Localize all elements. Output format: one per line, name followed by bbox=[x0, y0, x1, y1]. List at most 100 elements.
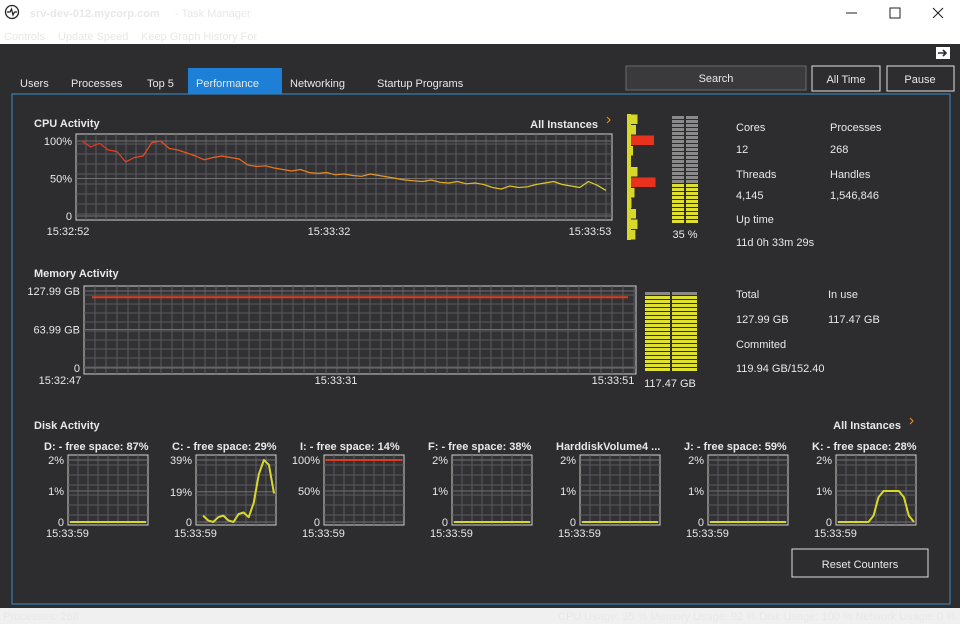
meter-segment bbox=[645, 296, 670, 299]
stat-label: Handles bbox=[830, 169, 871, 181]
reset-counters-button[interactable] bbox=[791, 548, 929, 578]
meter-segment bbox=[672, 352, 697, 355]
meter-segment bbox=[645, 352, 670, 355]
title-bar bbox=[0, 0, 960, 44]
meter-segment bbox=[686, 140, 698, 143]
status-bar bbox=[0, 608, 960, 624]
core-bar bbox=[627, 125, 636, 135]
y-tick-label: 0 bbox=[74, 363, 80, 375]
x-tick-label: 15:33:59 bbox=[430, 528, 473, 540]
meter-segment bbox=[672, 324, 697, 327]
meter-segment bbox=[672, 128, 684, 131]
tab[interactable]: Performance bbox=[196, 78, 259, 90]
all-time-button[interactable] bbox=[811, 65, 881, 92]
y-tick-label: 100% bbox=[292, 455, 320, 467]
meter-segment bbox=[672, 148, 684, 151]
y-tick-label: 0 bbox=[698, 517, 704, 529]
status-left: Processes: 268 bbox=[3, 611, 79, 623]
app-icon-pulse bbox=[7, 7, 17, 17]
core-bar bbox=[627, 135, 654, 145]
meter-segment bbox=[672, 176, 684, 179]
meter-label: 117.47 GB bbox=[644, 378, 696, 390]
button-label: Reset Counters bbox=[822, 559, 899, 571]
maximize-button[interactable] bbox=[889, 7, 901, 19]
meter-segment bbox=[672, 360, 697, 363]
usage-meter bbox=[672, 116, 698, 223]
meter-segment bbox=[672, 156, 684, 159]
stat-label: Up time bbox=[736, 214, 774, 226]
meter-segment bbox=[645, 356, 670, 359]
meter-segment bbox=[672, 348, 697, 351]
y-tick-label: 2% bbox=[816, 455, 832, 467]
meter-segment bbox=[672, 188, 684, 191]
meter-segment bbox=[672, 332, 697, 335]
section-title: CPU Activity bbox=[34, 118, 100, 130]
x-tick-label: 15:33:59 bbox=[814, 528, 857, 540]
x-tick-label: 15:33:51 bbox=[592, 375, 635, 387]
y-tick-label: 0 bbox=[826, 517, 832, 529]
menu-item[interactable]: Update Speed bbox=[58, 31, 128, 43]
tab[interactable]: Processes bbox=[71, 78, 123, 90]
pause-button[interactable] bbox=[886, 65, 955, 92]
meter-segment bbox=[686, 216, 698, 219]
meter-segment bbox=[686, 120, 698, 123]
meter-segment bbox=[686, 200, 698, 203]
x-tick-label: 15:32:47 bbox=[39, 375, 82, 387]
meter-segment bbox=[672, 320, 697, 323]
meter-segment bbox=[672, 196, 684, 199]
stat-value: 117.47 GB bbox=[828, 314, 880, 326]
meter-segment bbox=[686, 128, 698, 131]
meter-segment bbox=[672, 304, 697, 307]
menu-item[interactable]: Controls bbox=[4, 31, 45, 43]
meter-segment bbox=[686, 160, 698, 163]
meter-segment bbox=[686, 136, 698, 139]
y-tick-label: 50% bbox=[298, 486, 320, 498]
meter-segment bbox=[645, 360, 670, 363]
meter-segment bbox=[672, 200, 684, 203]
meter-segment bbox=[672, 216, 684, 219]
menu-item[interactable]: Keep Graph History For bbox=[141, 31, 257, 43]
window-title: - Task Manager bbox=[175, 8, 251, 20]
tab[interactable]: Top 5 bbox=[147, 78, 174, 90]
usage-meter bbox=[645, 292, 697, 371]
x-tick-label: 15:33:31 bbox=[315, 375, 358, 387]
y-tick-label: 0 bbox=[570, 517, 576, 529]
search-box[interactable] bbox=[625, 65, 807, 91]
close-button[interactable] bbox=[932, 7, 944, 19]
instances-label: All Instances bbox=[530, 119, 598, 131]
meter-segment bbox=[686, 172, 698, 175]
section-title: Disk Activity bbox=[34, 420, 101, 432]
stat-label: Cores bbox=[736, 122, 766, 134]
meter-segment bbox=[645, 304, 670, 307]
exit-icon[interactable] bbox=[936, 47, 950, 59]
meter-segment bbox=[672, 300, 697, 303]
disk-title: F: - free space: 38% bbox=[428, 441, 532, 453]
meter-segment bbox=[686, 176, 698, 179]
meter-segment bbox=[645, 328, 670, 331]
meter-segment bbox=[686, 196, 698, 199]
disk-title: K: - free space: 28% bbox=[812, 441, 917, 453]
meter-segment bbox=[686, 188, 698, 191]
close-x bbox=[932, 7, 944, 19]
stat-label: In use bbox=[828, 289, 858, 301]
stat-label: Total bbox=[736, 289, 759, 301]
tab[interactable]: Networking bbox=[290, 78, 345, 90]
instances-icon bbox=[606, 116, 611, 124]
meter-segment bbox=[686, 156, 698, 159]
meter-segment bbox=[672, 140, 684, 143]
tab[interactable]: Users bbox=[20, 78, 49, 90]
performance-panel bbox=[11, 93, 951, 605]
disk-title: C: - free space: 29% bbox=[172, 441, 277, 453]
x-tick-label: 15:33:59 bbox=[558, 528, 601, 540]
meter-segment bbox=[672, 296, 697, 299]
meter-segment bbox=[686, 152, 698, 155]
core-bar bbox=[627, 209, 636, 219]
y-tick-label: 0 bbox=[58, 517, 64, 529]
meter-segment bbox=[672, 220, 684, 223]
meter-segment bbox=[686, 220, 698, 223]
disk-title: D: - free space: 87% bbox=[44, 441, 149, 453]
y-tick-label: 19% bbox=[170, 487, 192, 499]
tab[interactable]: Startup Programs bbox=[377, 78, 464, 90]
y-tick-label: 2% bbox=[688, 455, 704, 467]
